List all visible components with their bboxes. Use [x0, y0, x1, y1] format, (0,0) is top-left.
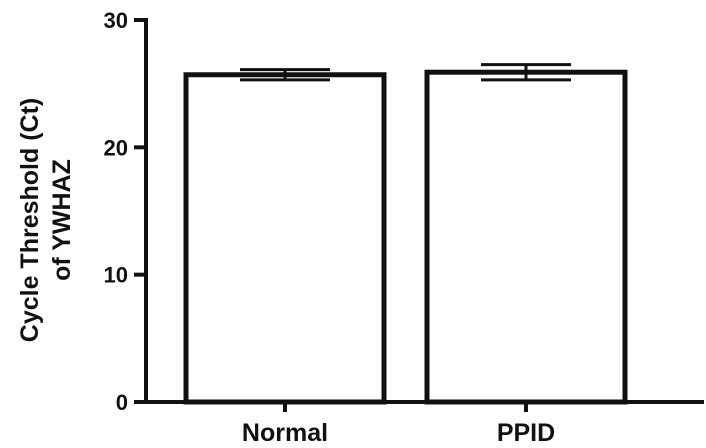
y-tick-label-0: 0: [116, 390, 128, 415]
x-tick-label-normal: Normal: [242, 419, 328, 447]
y-axis-title-line-1: Cycle Threshold (Ct): [16, 98, 44, 342]
y-tick-label-20: 20: [104, 135, 128, 160]
bars-layer: [183, 69, 628, 405]
bar-ppid: [424, 69, 628, 405]
axes-layer: [134, 18, 704, 412]
y-axis-title-line-2: of YWHAZ: [48, 159, 76, 281]
x-tick-label-ppid: PPID: [497, 419, 555, 447]
error-bars-layer: [240, 63, 571, 82]
y-axis-title: Cycle Threshold (Ct) of YWHAZ: [16, 98, 76, 342]
bar-normal: [183, 72, 387, 405]
labels-layer: Normal PPID 0 10 20 30: [104, 8, 556, 447]
y-tick-label-10: 10: [104, 263, 128, 288]
y-tick-label-30: 30: [104, 8, 128, 33]
